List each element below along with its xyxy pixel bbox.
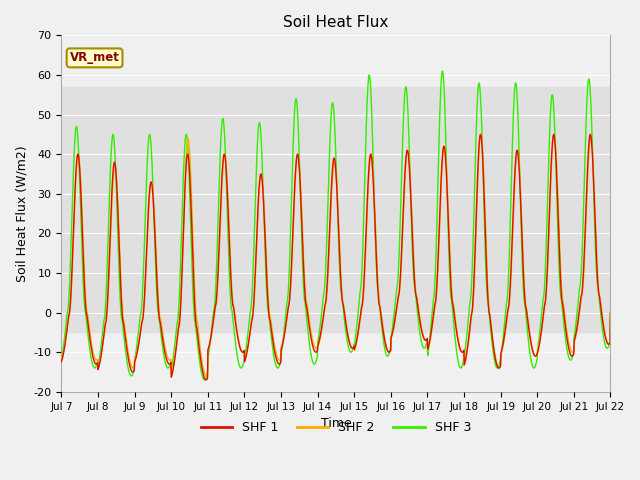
Bar (61, 87, 611, 332)
Legend: SHF 1, SHF 2, SHF 3: SHF 1, SHF 2, SHF 3 (196, 416, 476, 439)
Y-axis label: Soil Heat Flux (W/m2): Soil Heat Flux (W/m2) (15, 145, 28, 282)
X-axis label: Time: Time (321, 417, 351, 430)
Title: Soil Heat Flux: Soil Heat Flux (284, 15, 388, 30)
Text: VR_met: VR_met (70, 51, 120, 64)
